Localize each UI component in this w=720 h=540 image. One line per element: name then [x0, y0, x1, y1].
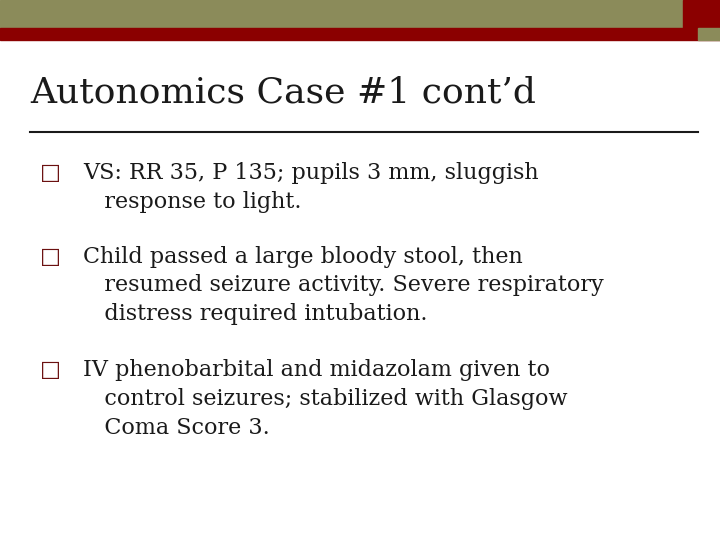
Bar: [0, 28, 720, 40]
Text: Child passed a large bloody stool, then
   resumed seizure activity. Severe resp: Child passed a large bloody stool, then …: [83, 246, 603, 325]
Text: □: □: [40, 359, 60, 381]
Bar: [0, 0, 720, 28]
Text: □: □: [40, 246, 60, 268]
Text: VS: RR 35, P 135; pupils 3 mm, sluggish
   response to light.: VS: RR 35, P 135; pupils 3 mm, sluggish …: [83, 162, 539, 213]
Text: □: □: [40, 162, 60, 184]
Bar: [683, 0, 720, 28]
Bar: [698, 28, 720, 40]
Text: IV phenobarbital and midazolam given to
   control seizures; stabilized with Gla: IV phenobarbital and midazolam given to …: [83, 359, 567, 438]
Text: Autonomics Case #1 cont’d: Autonomics Case #1 cont’d: [30, 76, 536, 110]
